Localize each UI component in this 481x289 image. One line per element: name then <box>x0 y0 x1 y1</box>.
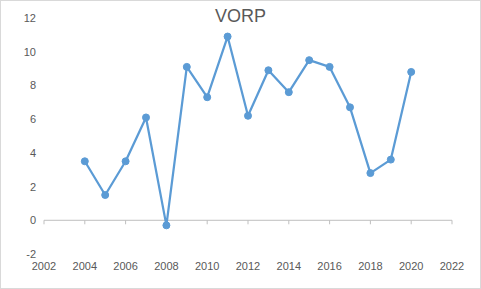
data-point <box>122 158 129 165</box>
x-tick <box>370 220 371 224</box>
data-point <box>265 67 272 74</box>
data-point <box>143 114 150 121</box>
x-tick-label: 2014 <box>277 260 301 272</box>
y-tick-label: 2 <box>30 181 36 193</box>
data-point <box>81 158 88 165</box>
x-tick-label: 2008 <box>154 260 178 272</box>
data-point <box>204 94 211 101</box>
data-point <box>102 192 109 199</box>
x-tick <box>411 220 412 224</box>
x-tick-label: 2018 <box>358 260 382 272</box>
data-point <box>183 63 190 70</box>
x-tick-label: 2016 <box>317 260 341 272</box>
x-tick-label: 2012 <box>236 260 260 272</box>
y-tick-label: 6 <box>30 113 36 125</box>
y-tick-label: -2 <box>26 248 36 260</box>
x-tick <box>84 220 85 224</box>
x-tick <box>207 220 208 224</box>
x-tick-label: 2022 <box>440 260 464 272</box>
x-tick-label: 2006 <box>113 260 137 272</box>
x-tick-label: 2010 <box>195 260 219 272</box>
data-point <box>285 89 292 96</box>
y-tick-label: 12 <box>24 12 36 24</box>
plot-area <box>81 33 414 229</box>
x-tick <box>248 220 249 224</box>
data-point <box>224 33 231 40</box>
y-tick-label: 4 <box>30 147 36 159</box>
data-line <box>85 37 411 226</box>
chart-title: VORP <box>215 6 266 26</box>
x-tick <box>125 220 126 224</box>
x-tick <box>44 220 45 224</box>
x-tick-label: 2004 <box>73 260 97 272</box>
data-point <box>245 112 252 119</box>
x-tick <box>288 220 289 224</box>
data-point <box>326 63 333 70</box>
y-tick-label: 8 <box>30 79 36 91</box>
x-tick-label: 2020 <box>399 260 423 272</box>
data-point <box>408 68 415 75</box>
data-point <box>306 57 313 64</box>
chart: VORP -2 0 2 4 6 8 10 12 2002 2004 2006 2008 2010 2012 2… <box>0 0 481 289</box>
chart-container: VORP -2 0 2 4 6 8 10 12 2002 2004 2006 2008 2010 2012 2… <box>0 0 481 289</box>
data-point <box>367 170 374 177</box>
x-tick <box>329 220 330 224</box>
y-tick-label: 10 <box>24 46 36 58</box>
x-tick <box>452 220 453 224</box>
x-tick-label: 2002 <box>32 260 56 272</box>
y-tick-label: 0 <box>30 214 36 226</box>
data-point <box>387 156 394 163</box>
data-point <box>163 222 170 229</box>
data-point <box>347 104 354 111</box>
chart-border <box>1 1 481 289</box>
